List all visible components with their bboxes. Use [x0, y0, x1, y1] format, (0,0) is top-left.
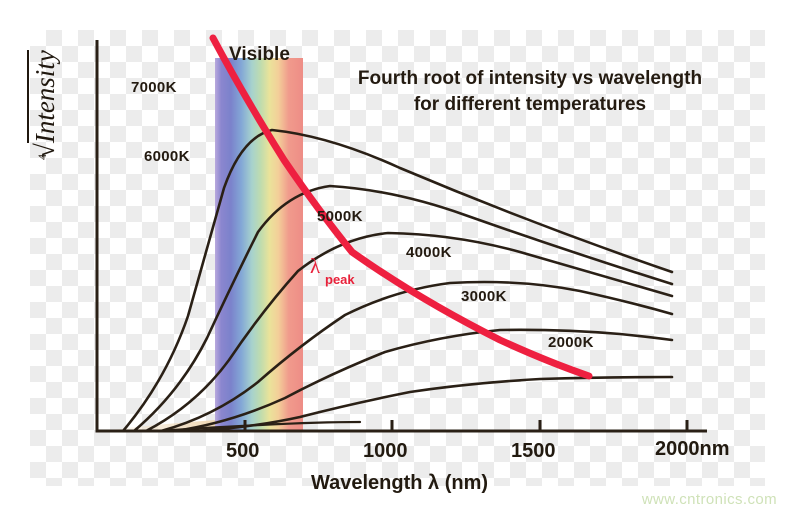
lambda-peak-subscript: peak	[325, 272, 355, 287]
visible-band-label: Visible	[229, 44, 290, 65]
curve-4000k	[159, 280, 674, 433]
curve-label-4000k: 4000K	[406, 244, 452, 261]
curve-label-6000k: 6000K	[144, 148, 190, 165]
x-axis-ticks	[243, 420, 689, 431]
watermark: www.cntronics.com	[641, 491, 777, 508]
curve-label-2000k: 2000K	[548, 334, 594, 351]
curve-label-5000k: 5000K	[317, 208, 363, 225]
curve-5000k	[144, 231, 674, 433]
curve-3000k	[173, 328, 674, 433]
x-tick-label-1500: 1500	[511, 440, 556, 462]
curve-label-3000k: 3000K	[461, 288, 507, 305]
lambda-peak-symbol: λ	[310, 254, 321, 278]
x-tick-label-2000nm: 2000nm	[655, 438, 730, 460]
x-tick-label-500: 500	[226, 440, 260, 462]
curve-7000k	[121, 128, 674, 433]
y-axis-label: 4√Intensity	[27, 0, 61, 160]
axes-lines	[95, 40, 707, 433]
chart-title-line1: Fourth root of intensity vs wavelength	[357, 68, 703, 89]
radical-sign: √	[30, 143, 60, 158]
transparency-checkerboard	[30, 30, 765, 486]
y-axis-radicand: Intensity	[27, 50, 60, 144]
x-axis-title: Wavelength λ (nm)	[311, 472, 489, 494]
x-tick-label-1000: 1000	[363, 440, 408, 462]
curve-label-7000k: 7000K	[131, 79, 177, 96]
blackbody-curves	[121, 128, 674, 433]
chart-title-line2: for different temperatures	[413, 94, 647, 115]
lambda-peak-curve	[209, 34, 593, 380]
